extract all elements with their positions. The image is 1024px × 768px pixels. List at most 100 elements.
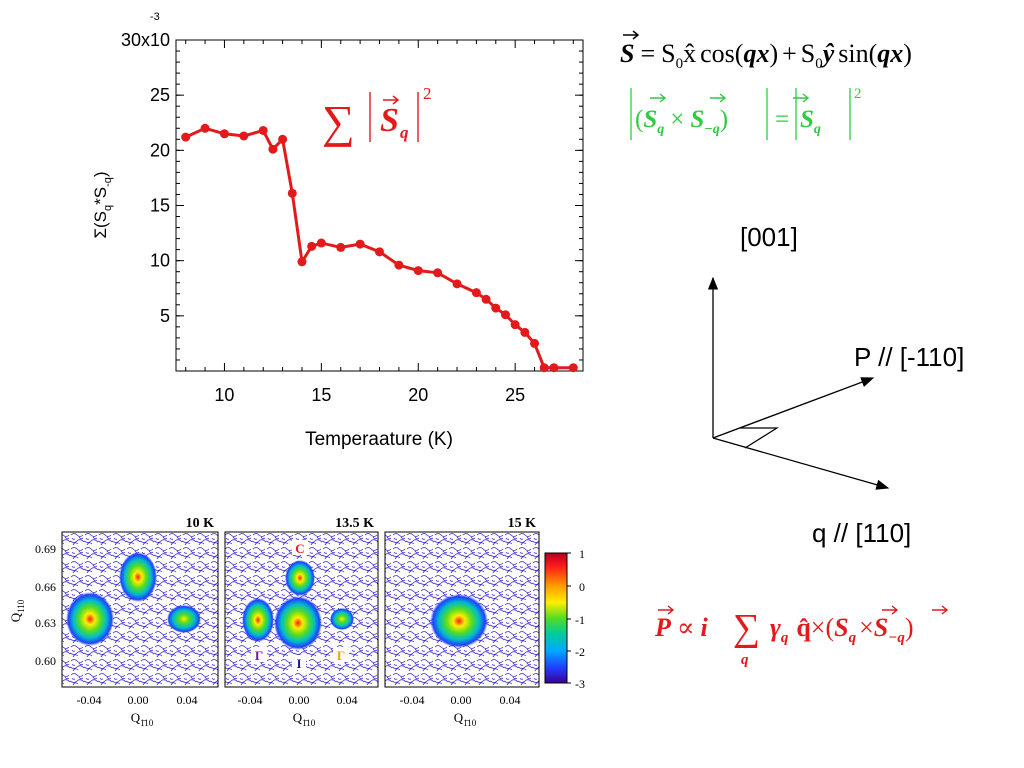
data-point <box>181 132 191 142</box>
equation-chirality: (Sq × S−q) = Sq 2 <box>630 86 862 140</box>
y-tick-label: 10 <box>150 251 170 271</box>
svg-text:S: S <box>380 102 399 139</box>
data-point <box>481 294 491 304</box>
contour-maps: 10 K 13.5 K C I Γ Γ 15 K <box>8 516 585 728</box>
svg-text:Q1̄10: Q1̄10 <box>454 710 477 728</box>
data-point <box>452 279 462 289</box>
x-tick-label: 10 <box>214 385 234 405</box>
y-tick-label: 25 <box>150 85 170 105</box>
data-point <box>307 241 317 251</box>
data-point <box>297 257 307 267</box>
x-tick-label: 20 <box>408 385 428 405</box>
plot-frame <box>175 39 584 372</box>
svg-text:Q1̄10: Q1̄10 <box>131 710 154 728</box>
svg-text:-3: -3 <box>575 677 585 691</box>
svg-text:(Sq×S−q): (Sq × S−q) <box>635 106 728 137</box>
svg-text:0.04: 0.04 <box>337 693 358 707</box>
y-tick-label: 30x10 <box>121 30 170 50</box>
svg-text:10 K: 10 K <box>186 516 215 531</box>
svg-text:2: 2 <box>854 86 862 102</box>
map-panel-13.5K: 13.5 K C I Γ Γ <box>224 516 379 688</box>
svg-text:γqq̂×(Sq×S−q): γq q̂×(Sq ×S−q) <box>770 613 914 646</box>
svg-text:-1: -1 <box>575 613 585 627</box>
svg-text:0.69: 0.69 <box>35 542 56 556</box>
data-point <box>500 310 510 320</box>
crystal-axes-diagram: [001] P // [-110] q // [110] <box>707 222 964 548</box>
right-angle-mark <box>739 427 780 449</box>
svg-text:Sq: Sq <box>800 106 821 137</box>
map-x-axis: -0.04 0.00 0.04 -0.04 0.00 0.04 -0.04 0.… <box>77 693 521 728</box>
data-point <box>568 363 578 373</box>
map-panel-15K: 15 K <box>384 516 540 688</box>
svg-text:-0.04: -0.04 <box>400 693 425 707</box>
data-point <box>316 238 326 248</box>
svg-text:15 K: 15 K <box>508 516 537 531</box>
svg-text:-2: -2 <box>575 645 585 659</box>
data-point <box>268 144 278 154</box>
data-point <box>530 338 540 348</box>
x-tick-label: 25 <box>505 385 525 405</box>
y-axis-label: Σ(Sq*S-q) <box>91 171 114 238</box>
svg-text:Q1̄10: Q1̄10 <box>293 710 316 728</box>
data-point <box>394 260 404 270</box>
svg-text:1: 1 <box>579 547 585 561</box>
data-point <box>433 268 443 278</box>
svg-text:0.60: 0.60 <box>35 654 56 668</box>
y-axis-ticks: 5 10 15 20 25 30x10 <box>121 30 583 361</box>
y-tick-label: 15 <box>150 196 170 216</box>
sum-annotation: ∑ S q 2 <box>322 84 432 147</box>
data-point <box>510 320 520 330</box>
svg-text:∑: ∑ <box>733 607 760 649</box>
svg-text:0.66: 0.66 <box>35 580 56 594</box>
data-point <box>491 303 501 313</box>
svg-text:0.63: 0.63 <box>35 616 56 630</box>
data-point <box>413 266 423 276</box>
data-point <box>520 327 530 337</box>
svg-text:0.04: 0.04 <box>177 693 198 707</box>
svg-text:-0.04: -0.04 <box>238 693 263 707</box>
svg-text:Q110: Q110 <box>8 599 26 622</box>
svg-text:q: q <box>741 652 749 668</box>
svg-text:0.00: 0.00 <box>128 693 149 707</box>
z-axis-label: [001] <box>740 222 798 252</box>
svg-text:0.04: 0.04 <box>500 693 521 707</box>
p-axis-arrow <box>712 377 875 439</box>
x-axis-label: Temperaature (K) <box>305 429 453 450</box>
data-point <box>278 134 288 144</box>
label-I: I <box>296 656 301 671</box>
map-panel-10K: 10 K <box>61 516 219 688</box>
p-axis-label: P // [-110] <box>854 342 964 372</box>
x-tick-label: 15 <box>311 385 331 405</box>
equation-spin: S = S0x̂ cos(qx) + S0ŷ sin(qx) <box>620 30 912 72</box>
data-point <box>471 288 481 298</box>
svg-text:2: 2 <box>423 84 432 103</box>
data-point <box>219 129 229 139</box>
y-tick-label: 20 <box>150 140 170 160</box>
label-gamma-left: Γ <box>255 648 263 663</box>
x-axis-ticks: 10 15 20 25 <box>185 40 574 405</box>
svg-text:q: q <box>400 123 409 142</box>
data-point <box>336 242 346 252</box>
y-exponent: -3 <box>150 11 160 23</box>
map-y-axis: 0.69 0.66 0.63 0.60 Q110 <box>8 542 56 668</box>
svg-text:0: 0 <box>579 580 585 594</box>
main-chart: 5 10 15 20 25 30x10 10 15 20 25 -3 Temperaature … <box>91 11 584 450</box>
data-point <box>287 188 297 198</box>
svg-text:13.5 K: 13.5 K <box>335 516 374 531</box>
q-axis-label: q // [110] <box>812 518 911 548</box>
y-tick-label: 5 <box>160 306 170 326</box>
label-gamma-right: Γ <box>337 648 345 663</box>
q-axis-arrow <box>712 437 890 490</box>
series-points <box>181 123 578 373</box>
data-point <box>355 239 365 249</box>
label-C: C <box>295 541 304 556</box>
data-point <box>549 363 559 373</box>
data-point <box>200 123 210 133</box>
svg-text:∑: ∑ <box>322 96 355 147</box>
svg-text:0.00: 0.00 <box>289 693 310 707</box>
data-point <box>239 131 249 141</box>
data-point <box>539 363 549 373</box>
data-point <box>375 247 384 257</box>
data-point <box>258 125 268 135</box>
